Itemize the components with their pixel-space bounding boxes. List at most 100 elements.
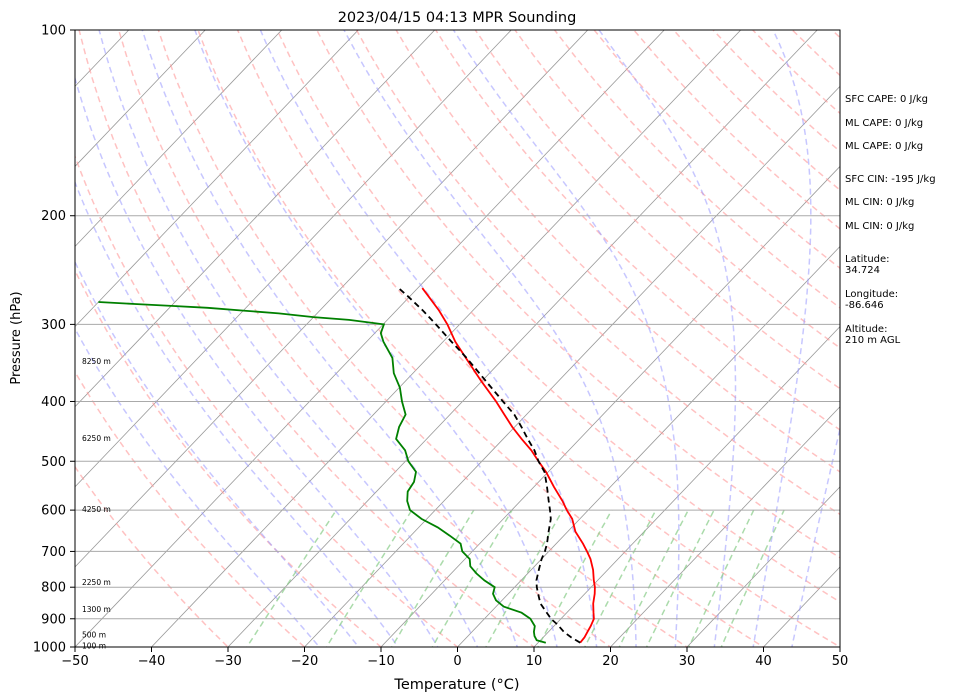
sounding-traces bbox=[98, 287, 596, 644]
x-tick-label: 20 bbox=[602, 654, 619, 669]
moist-adiabat-line bbox=[598, 30, 737, 647]
dry-adiabat-line bbox=[514, 30, 840, 349]
isotherm-line bbox=[75, 30, 436, 408]
isotherm-line bbox=[75, 30, 589, 568]
x-tick-label: −50 bbox=[61, 654, 88, 669]
y-tick-label: 500 bbox=[41, 455, 66, 470]
mixing-ratio-line bbox=[645, 509, 715, 647]
isotherm-line bbox=[75, 30, 359, 328]
mixing-ratio-line bbox=[325, 509, 413, 647]
isotherm-line bbox=[609, 406, 840, 647]
y-tick-label: 200 bbox=[41, 209, 66, 224]
sounding-parameters: SFC CAPE: 0 J/kg ML CAPE: 0 J/kg ML CAPE: … bbox=[845, 94, 936, 346]
height-label: 4250 m bbox=[82, 505, 111, 514]
x-tick-label: −10 bbox=[367, 654, 394, 669]
parcel-trace bbox=[398, 287, 581, 644]
parameter-annotation: ML CAPE: 0 J/kg bbox=[845, 118, 923, 129]
y-tick-label: 100 bbox=[41, 24, 66, 39]
dry-adiabat-line bbox=[75, 370, 306, 647]
y-tick-label: 700 bbox=[41, 545, 66, 560]
isotherm-line bbox=[75, 30, 283, 248]
mixing-ratio-line bbox=[431, 509, 513, 647]
y-axis-ticks: 1000 900 800 700 600 500 400 300 200 100 bbox=[33, 24, 75, 656]
moist-adiabat-line bbox=[452, 30, 680, 647]
y-tick-label: 300 bbox=[41, 318, 66, 333]
x-axis-label: Temperature (°C) bbox=[393, 677, 519, 693]
dry-adiabat-line bbox=[355, 30, 840, 516]
parameter-annotation: Altitude: 210 m AGL bbox=[845, 324, 901, 346]
dry-adiabat-line bbox=[554, 30, 840, 309]
y-tick-label: 600 bbox=[41, 504, 66, 519]
x-tick-label: −40 bbox=[138, 654, 165, 669]
dry-adiabat-line bbox=[75, 154, 459, 647]
background-lines bbox=[75, 30, 840, 647]
height-label: 2250 m bbox=[82, 578, 111, 587]
x-tick-label: 10 bbox=[526, 654, 543, 669]
isotherm-line bbox=[150, 30, 742, 647]
moist-adiabat-line bbox=[791, 425, 840, 647]
moist-adiabat-line bbox=[141, 30, 519, 647]
dry-adiabat-line bbox=[117, 30, 612, 647]
height-label: 1300 m bbox=[82, 605, 111, 614]
height-label: 8250 m bbox=[82, 357, 111, 366]
mixing-ratio-line bbox=[583, 509, 657, 647]
x-tick-label: 40 bbox=[755, 654, 772, 669]
dry-adiabat-line bbox=[75, 465, 230, 647]
dry-adiabat-line bbox=[75, 268, 383, 647]
moist-adiabat-line bbox=[75, 75, 439, 647]
mixing-ratio-line bbox=[537, 509, 613, 647]
isotherm-line bbox=[75, 30, 665, 647]
x-tick-label: −20 bbox=[291, 654, 318, 669]
mixing-ratio-line bbox=[688, 509, 755, 647]
chart-title: 2023/04/15 04:13 MPR Sounding bbox=[338, 10, 577, 26]
mixing-ratio-line bbox=[246, 509, 337, 647]
height-labels: 100 m 500 m 1300 m 2250 m 4250 m 6250 m 8250 m bbox=[82, 357, 111, 650]
height-label: 500 m bbox=[82, 630, 106, 639]
dry-adiabat-line bbox=[197, 30, 765, 647]
parameter-annotation: ML CAPE: 0 J/kg bbox=[845, 141, 923, 152]
y-tick-label: 800 bbox=[41, 581, 66, 596]
y-tick-label: 900 bbox=[41, 612, 66, 627]
mixing-ratio-line bbox=[720, 509, 785, 647]
parameter-annotation: ML CIN: 0 J/kg bbox=[845, 221, 914, 232]
moist-adiabat-line bbox=[343, 30, 637, 647]
parameter-annotation: ML CIN: 0 J/kg bbox=[845, 197, 914, 208]
dry-adiabat-line bbox=[276, 30, 840, 603]
x-axis-ticks: −50 −40 −30 −20 −10 0 10 20 30 40 50 bbox=[61, 647, 848, 669]
isotherm-line bbox=[75, 30, 206, 167]
isotherm-line bbox=[456, 245, 840, 647]
x-tick-label: 50 bbox=[832, 654, 849, 669]
mixing-ratio-line bbox=[485, 509, 564, 647]
x-tick-label: 30 bbox=[679, 654, 696, 669]
isotherm-line bbox=[380, 165, 840, 647]
dry-adiabat-line bbox=[78, 30, 536, 647]
mixing-ratio-line bbox=[618, 509, 689, 647]
isotherm-line bbox=[227, 30, 818, 647]
moist-adiabat-line bbox=[75, 180, 399, 647]
moist-adiabat-line bbox=[259, 30, 598, 647]
x-tick-label: 0 bbox=[453, 654, 461, 669]
isotherm-line bbox=[75, 30, 512, 488]
x-tick-label: −30 bbox=[214, 654, 241, 669]
dry-adiabat-line bbox=[316, 30, 840, 559]
moist-adiabat-line bbox=[752, 30, 812, 647]
height-label: 6250 m bbox=[82, 434, 111, 443]
y-axis-label: Pressure (hPa) bbox=[9, 291, 24, 384]
parameter-annotation: Longitude: -86.646 bbox=[845, 289, 898, 311]
dry-adiabat-line bbox=[157, 30, 689, 647]
temperature-trace bbox=[421, 287, 596, 644]
parameter-annotation: Latitude: 34.724 bbox=[845, 254, 890, 276]
mixing-ratio-line bbox=[390, 509, 475, 647]
moist-adiabat-line bbox=[75, 327, 321, 647]
y-tick-label: 1000 bbox=[33, 641, 66, 656]
moist-adiabat-line bbox=[98, 30, 479, 647]
y-tick-label: 400 bbox=[41, 395, 66, 410]
moist-adiabat-line bbox=[75, 260, 360, 647]
parameter-annotation: SFC CAPE: 0 J/kg bbox=[845, 94, 928, 105]
dewpoint-trace bbox=[98, 301, 547, 644]
height-label: 100 m bbox=[82, 641, 106, 650]
isotherm-line bbox=[686, 486, 840, 647]
isotherm-line bbox=[303, 85, 840, 647]
